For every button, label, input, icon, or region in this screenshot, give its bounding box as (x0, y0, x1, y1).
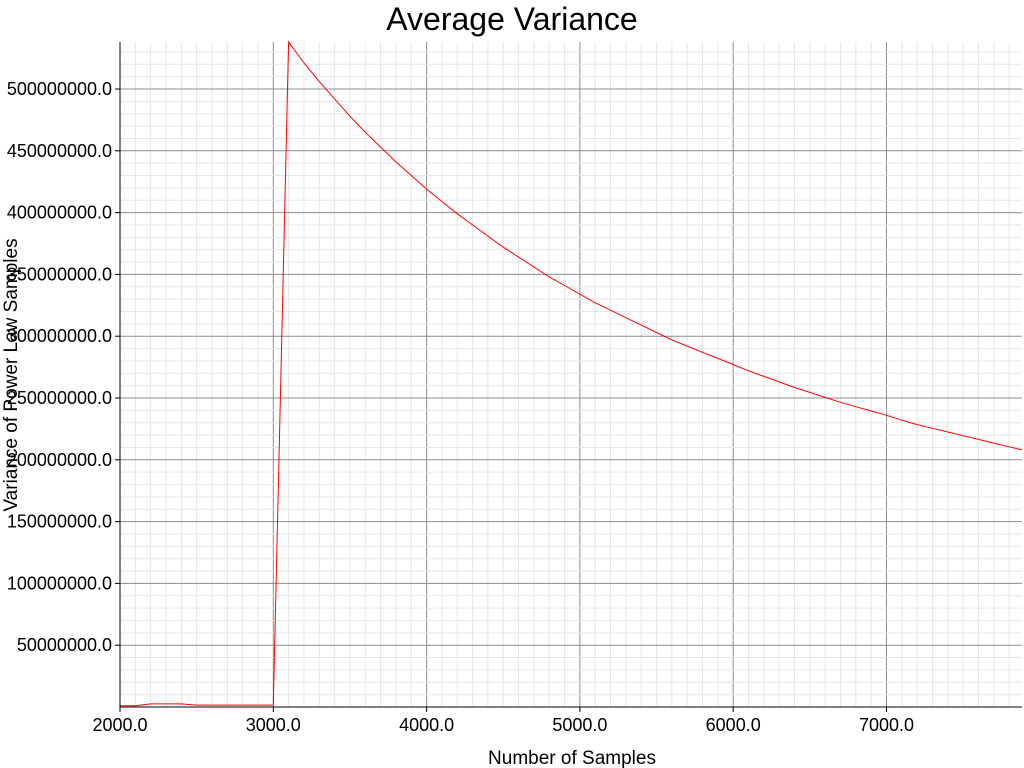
grid (119, 42, 1022, 708)
x-axis-ticks: 2000.0 3000.0 4000.0 5000.0 6000.0 7000.0 (92, 707, 914, 735)
y-tick-label: 450000000.0 (7, 141, 112, 161)
y-axis-ticks: 50000000.0 100000000.0 150000000.0 20000000… (7, 79, 120, 655)
y-tick-label: 200000000.0 (7, 450, 112, 470)
x-tick-label: 2000.0 (92, 715, 147, 735)
x-tick-label: 4000.0 (399, 715, 454, 735)
x-tick-label: 3000.0 (246, 715, 301, 735)
x-axis-label: Number of Samples (488, 748, 656, 768)
y-tick-label: 50000000.0 (17, 635, 112, 655)
series-layer (120, 40, 1023, 707)
y-tick-label: 500000000.0 (7, 79, 112, 99)
y-tick-label: 250000000.0 (7, 388, 112, 408)
x-tick-label: 7000.0 (859, 715, 914, 735)
y-tick-label: 350000000.0 (7, 264, 112, 284)
y-axis-label: Variance of Power Law Samples (1, 238, 22, 511)
series-line (120, 40, 1023, 707)
x-tick-label: 6000.0 (706, 715, 761, 735)
chart-title: Average Variance (386, 1, 637, 37)
y-tick-label: 100000000.0 (7, 573, 112, 593)
axes (119, 42, 1022, 708)
y-tick-label: 400000000.0 (7, 203, 112, 223)
x-tick-label: 5000.0 (552, 715, 607, 735)
y-tick-label: 150000000.0 (7, 512, 112, 532)
y-tick-label: 300000000.0 (7, 326, 112, 346)
